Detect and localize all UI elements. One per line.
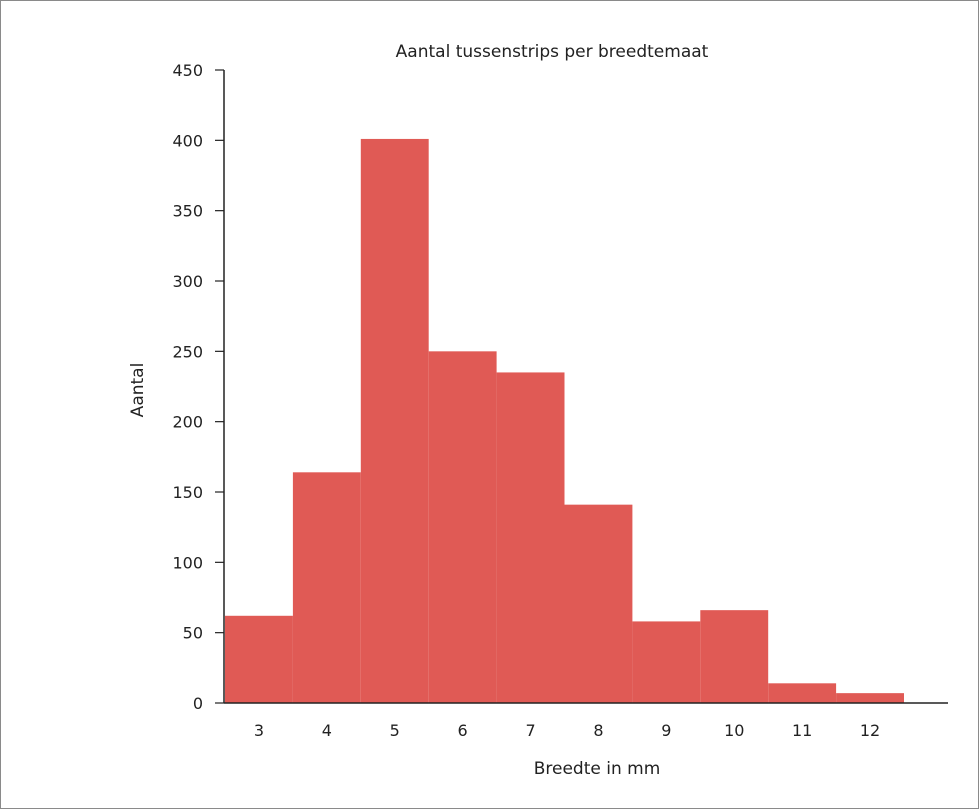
- x-ticks-group: 3 4 5 6 7 8 9 10 11 12: [254, 721, 880, 740]
- y-tick-label: 0: [193, 694, 203, 713]
- y-tick-label: 350: [172, 202, 203, 221]
- x-tick-label: 6: [458, 721, 468, 740]
- y-tick-label: 200: [172, 413, 203, 432]
- bar-12: [836, 693, 904, 703]
- bar-7: [496, 372, 565, 703]
- chart-title: Aantal tussenstrips per breedtemaat: [396, 42, 709, 62]
- x-tick-label: 3: [254, 721, 264, 740]
- x-tick-label: 7: [525, 721, 535, 740]
- y-tick-label: 50: [183, 624, 203, 643]
- bar-11: [768, 683, 837, 703]
- bar-10: [700, 610, 769, 703]
- y-tick-label: 300: [172, 272, 203, 291]
- y-axis-label: Aantal: [128, 363, 148, 418]
- bar-3: [225, 615, 293, 703]
- y-tick-label: 250: [172, 342, 203, 361]
- x-tick-label: 8: [593, 721, 603, 740]
- y-tick-label: 400: [172, 131, 203, 150]
- x-tick-label: 11: [792, 721, 812, 740]
- x-tick-label: 4: [322, 721, 332, 740]
- bar-9: [632, 621, 701, 703]
- bar-5: [360, 138, 429, 703]
- x-tick-label: 10: [724, 721, 744, 740]
- y-tick-label: 450: [172, 61, 203, 80]
- y-ticks-group: 0 50 100 150 200 250 300 350 400 450: [172, 61, 224, 713]
- y-tick-label: 150: [172, 483, 203, 502]
- bar-6: [428, 351, 497, 703]
- bar-8: [564, 504, 633, 703]
- x-tick-label: 5: [390, 721, 400, 740]
- y-tick-label: 100: [172, 553, 203, 572]
- x-tick-label: 12: [860, 721, 880, 740]
- x-axis-label: Breedte in mm: [534, 759, 661, 779]
- x-tick-label: 9: [661, 721, 671, 740]
- bars-group: [225, 138, 904, 703]
- bar-4: [292, 472, 361, 703]
